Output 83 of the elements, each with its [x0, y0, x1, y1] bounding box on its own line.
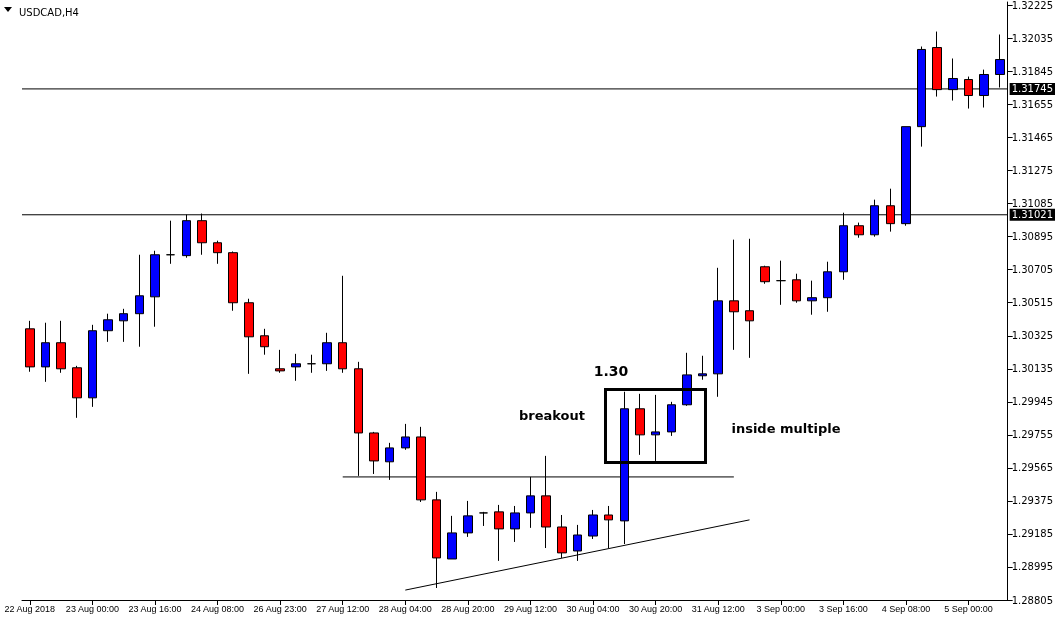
candlestick	[854, 222, 864, 239]
candlestick	[823, 261, 832, 313]
y-tick-label: 1.32035	[1011, 33, 1054, 45]
candlestick	[338, 275, 347, 374]
y-tick-label: 1.30515	[1011, 297, 1054, 309]
y-tick-label: 1.32225	[1011, 0, 1054, 11]
x-tick-label: 23 Aug 00:00	[65, 603, 119, 614]
x-tick-label: 30 Aug 20:00	[629, 603, 683, 614]
candlestick	[667, 401, 676, 437]
candlestick	[792, 273, 801, 304]
x-tick-label: 29 Aug 12:00	[503, 603, 557, 614]
candlestick	[25, 320, 35, 373]
x-tick-label: 30 Aug 04:00	[566, 603, 620, 614]
candlestick	[807, 280, 817, 316]
candlestick	[291, 353, 301, 382]
candlestick	[463, 500, 473, 538]
ref-line-label: 1.31021	[1011, 209, 1054, 221]
annotation: breakout	[518, 407, 586, 423]
candlestick	[72, 365, 82, 419]
x-tick-label: 3 Sep 00:00	[756, 603, 806, 614]
y-tick-label: 1.30135	[1011, 363, 1054, 375]
annotation: 1.30	[593, 363, 629, 379]
candlestick	[260, 328, 269, 356]
x-tick-label: 4 Sep 08:00	[881, 603, 931, 614]
y-tick-label: 1.31845	[1011, 66, 1054, 78]
candlestick	[150, 250, 160, 328]
y-tick-label: 1.29755	[1011, 429, 1054, 441]
x-tick-label: 23 Aug 16:00	[128, 603, 182, 614]
y-tick-label: 1.30325	[1011, 330, 1054, 342]
candlestick	[745, 238, 754, 359]
candlestick	[776, 260, 786, 306]
y-tick-label: 1.29375	[1011, 495, 1054, 507]
candlestick	[135, 254, 144, 348]
chart-title: USDCAD,H4	[19, 6, 79, 18]
x-tick-label: 5 Sep 00:00	[944, 603, 993, 614]
y-tick-label: 1.29945	[1011, 396, 1054, 408]
candlestick	[479, 511, 488, 527]
x-tick-label: 27 Aug 12:00	[316, 603, 370, 614]
x-tick-label: 24 Aug 08:00	[191, 603, 245, 614]
candlestick	[494, 504, 504, 562]
x-tick-label: 22 Aug 2018	[4, 603, 56, 614]
y-tick-label: 1.28805	[1011, 594, 1054, 606]
candlestick	[401, 423, 410, 451]
y-tick-label: 1.28995	[1011, 561, 1054, 573]
candlestick	[713, 267, 723, 398]
y-tick-label: 1.30895	[1011, 231, 1054, 243]
x-tick-label: 3 Sep 16:00	[819, 603, 868, 614]
y-tick-label: 1.31655	[1011, 99, 1054, 111]
x-tick-label: 26 Aug 23:00	[253, 603, 307, 614]
candlestick	[119, 308, 128, 343]
x-tick-label: 28 Aug 04:00	[378, 603, 432, 614]
candlestick	[573, 524, 582, 562]
y-tick-label: 1.30705	[1011, 264, 1054, 276]
candlestick	[166, 220, 175, 265]
candlestick	[760, 265, 770, 285]
candlestick	[307, 354, 316, 374]
candlestick	[56, 320, 66, 374]
candlestick	[651, 394, 660, 462]
candlestick	[275, 349, 285, 374]
candlestick	[88, 324, 97, 408]
x-tick-label: 31 Aug 12:00	[691, 603, 745, 614]
y-tick-label: 1.31465	[1011, 132, 1054, 144]
candlestick	[228, 250, 238, 312]
candlestick	[510, 505, 520, 543]
candlestick	[41, 322, 50, 383]
annotation: inside multiple	[731, 420, 841, 436]
candlestick	[729, 239, 739, 351]
candlestick	[698, 355, 707, 381]
ref-line-label: 1.31745	[1011, 83, 1054, 95]
candlestick	[447, 515, 457, 560]
candlestick	[682, 352, 692, 407]
candlestick	[369, 431, 379, 475]
candlestick	[103, 313, 113, 343]
x-tick-label: 28 Aug 20:00	[441, 603, 495, 614]
y-tick-label: 1.31275	[1011, 165, 1054, 177]
y-tick-label: 1.29565	[1011, 462, 1054, 474]
y-tick-label: 1.31085	[1011, 198, 1054, 210]
candlestick	[213, 240, 222, 265]
y-tick-label: 1.29185	[1011, 528, 1054, 540]
candlestick	[244, 298, 254, 375]
candlestick	[635, 393, 645, 456]
candlestick	[588, 509, 598, 540]
candlestick	[322, 332, 332, 372]
